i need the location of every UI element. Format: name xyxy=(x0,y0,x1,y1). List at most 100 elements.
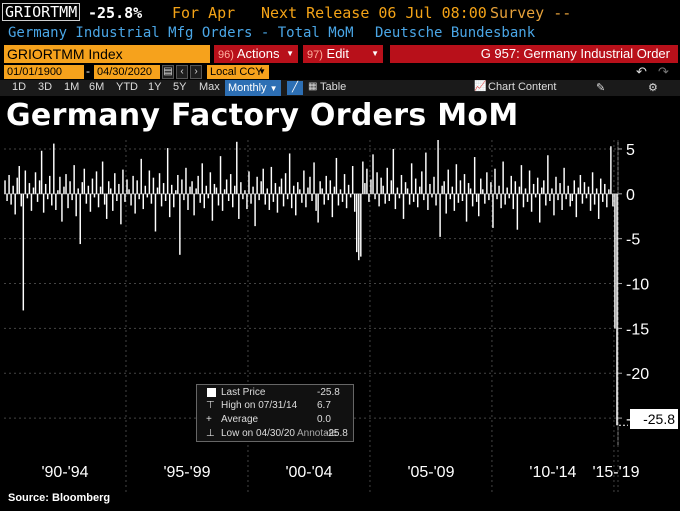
bar xyxy=(463,174,466,194)
bar xyxy=(61,193,63,222)
bar xyxy=(425,152,427,194)
chevron-left-icon[interactable]: ‹ xyxy=(176,65,188,79)
bar xyxy=(103,193,106,205)
bar xyxy=(22,193,25,311)
table-button[interactable]: Table xyxy=(320,81,347,93)
bar xyxy=(591,172,594,194)
gear-icon[interactable]: ⚙ xyxy=(648,82,658,94)
bar xyxy=(24,170,27,194)
bar xyxy=(128,189,130,194)
bar xyxy=(347,184,350,194)
legend-low: ⊥ Low on 04/30/20 Annotate -25.8 xyxy=(197,427,355,440)
edit-pencil-icon[interactable]: ✎ xyxy=(596,82,606,94)
bar xyxy=(49,175,51,194)
bar xyxy=(75,193,77,217)
bar xyxy=(122,169,124,194)
bar xyxy=(569,193,571,207)
bar xyxy=(339,189,342,194)
bar xyxy=(390,180,393,194)
bar xyxy=(614,193,616,329)
bar xyxy=(221,193,224,211)
period-1d[interactable]: 1D xyxy=(12,81,27,93)
bar xyxy=(185,167,187,194)
redo-icon[interactable]: ↷ xyxy=(658,64,669,79)
bar xyxy=(201,163,203,194)
bar xyxy=(486,172,488,194)
bar xyxy=(59,176,61,194)
bar xyxy=(573,180,576,194)
source-note: Source: Bloomberg xyxy=(8,492,111,504)
bar xyxy=(193,193,195,216)
currency-select[interactable]: Local CCY ▼ xyxy=(207,65,269,79)
bar xyxy=(256,176,258,194)
bar xyxy=(410,163,413,194)
bar xyxy=(351,166,354,194)
annotate-button[interactable]: Annotate xyxy=(297,428,338,439)
bar xyxy=(83,168,86,194)
bar xyxy=(313,162,315,194)
bar xyxy=(199,193,201,203)
function-title: G 957: Germany Industrial Order xyxy=(390,45,678,63)
low-value: -25.8 xyxy=(325,428,348,439)
bar xyxy=(30,193,33,211)
bar xyxy=(372,154,374,194)
x-tick-label: '15-'19 xyxy=(592,464,639,481)
bar xyxy=(585,193,588,199)
chevron-right-icon[interactable]: › xyxy=(190,65,202,79)
edit-menu[interactable]: 97) Edit ▼ xyxy=(303,45,383,63)
bar xyxy=(107,181,110,194)
bar xyxy=(431,193,433,198)
frequency-select[interactable]: Monthly ▼ xyxy=(225,80,281,96)
line-chart-icon[interactable]: ╱ xyxy=(287,81,303,95)
bar xyxy=(173,193,175,208)
y-tick-label: 0 xyxy=(626,187,635,204)
undo-icon[interactable]: ↶ xyxy=(636,64,647,79)
bar xyxy=(557,193,559,201)
bar xyxy=(166,148,169,194)
bar xyxy=(400,174,403,194)
bar xyxy=(236,141,238,194)
bar xyxy=(315,193,317,211)
period-ytd[interactable]: YTD xyxy=(116,81,138,93)
chart-content-button[interactable]: Chart Content xyxy=(488,81,557,93)
legend-average: + Average 0.0 xyxy=(197,413,355,426)
bar xyxy=(189,186,191,194)
bar xyxy=(480,178,482,194)
bar xyxy=(12,185,14,194)
bar xyxy=(234,185,236,194)
bar xyxy=(87,185,90,194)
period-1y[interactable]: 1Y xyxy=(148,81,162,93)
bar xyxy=(276,193,279,213)
bar xyxy=(154,193,157,232)
bar xyxy=(69,181,71,194)
actions-menu[interactable]: 96) Actions ▼ xyxy=(214,45,298,63)
security-input[interactable]: GRIORTMM Index xyxy=(4,45,210,63)
bar xyxy=(4,180,6,194)
period-max[interactable]: Max xyxy=(199,81,220,93)
end-date-input[interactable]: 04/30/2020 xyxy=(94,65,160,79)
bar xyxy=(545,193,547,206)
bar xyxy=(604,183,606,194)
period-5y[interactable]: 5Y xyxy=(173,81,187,93)
bar xyxy=(299,189,301,194)
bar xyxy=(187,193,189,210)
bar xyxy=(323,193,325,205)
period-3d[interactable]: 3D xyxy=(38,81,53,93)
period-6m[interactable]: 6M xyxy=(89,81,105,93)
start-date-input[interactable]: 01/01/1900 xyxy=(4,65,84,79)
bar xyxy=(404,182,407,194)
bar xyxy=(610,146,612,194)
bar xyxy=(392,148,395,194)
bar xyxy=(386,167,388,194)
period-1m[interactable]: 1M xyxy=(64,81,80,93)
high-value: 6.7 xyxy=(317,400,331,411)
calendar-icon[interactable]: ▤ xyxy=(162,65,174,79)
x-tick-label: '10-'14 xyxy=(529,464,576,481)
bar xyxy=(288,153,291,194)
ticker-symbol[interactable]: GRIORTMM xyxy=(2,3,81,21)
bar xyxy=(301,193,303,203)
bar xyxy=(518,186,521,194)
bar xyxy=(44,183,47,194)
bar xyxy=(412,193,415,202)
bar xyxy=(229,174,232,194)
